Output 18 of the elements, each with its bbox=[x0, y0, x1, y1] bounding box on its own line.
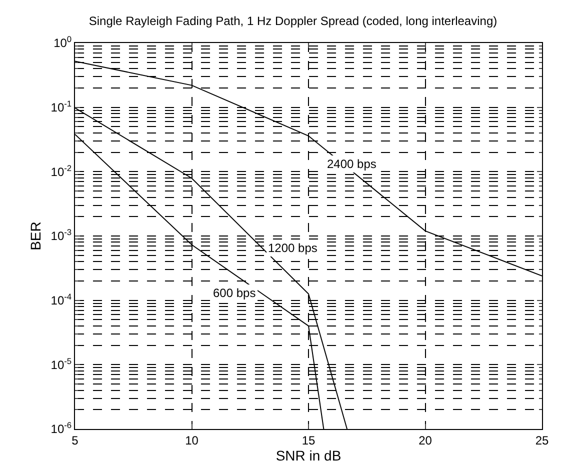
x-axis-title: SNR in dB bbox=[276, 448, 342, 464]
y-axis-title: BER bbox=[27, 222, 44, 250]
y-tick-label: 10$^{-1}$ bbox=[50, 98, 72, 115]
y-tick-label: 10$^{-2}$ bbox=[50, 162, 72, 179]
x-tick-label: 5 bbox=[72, 433, 79, 448]
y-tick-label: 10$^{-5}$ bbox=[50, 356, 72, 372]
series-label: 2400 bps bbox=[327, 157, 376, 171]
y-tick-label: 10$^{-3}$ bbox=[50, 227, 72, 244]
x-tick-label: 15 bbox=[302, 433, 316, 448]
y-tick-label: 10$^{-4}$ bbox=[50, 291, 72, 308]
series-label: 600 bps bbox=[213, 286, 256, 300]
x-tick-label: 10 bbox=[185, 433, 199, 448]
y-tick-label: 10$^{0}$ bbox=[54, 34, 72, 50]
chart-title: Single Rayleigh Fading Path, 1 Hz Doppler Spread (coded, long interleaving) bbox=[88, 14, 498, 28]
x-tick-label: 20 bbox=[418, 433, 432, 448]
series-label: 1200 bps bbox=[268, 241, 318, 255]
x-tick-label: 25 bbox=[535, 433, 549, 448]
y-tick-label: 10$^{-6}$ bbox=[50, 420, 72, 436]
